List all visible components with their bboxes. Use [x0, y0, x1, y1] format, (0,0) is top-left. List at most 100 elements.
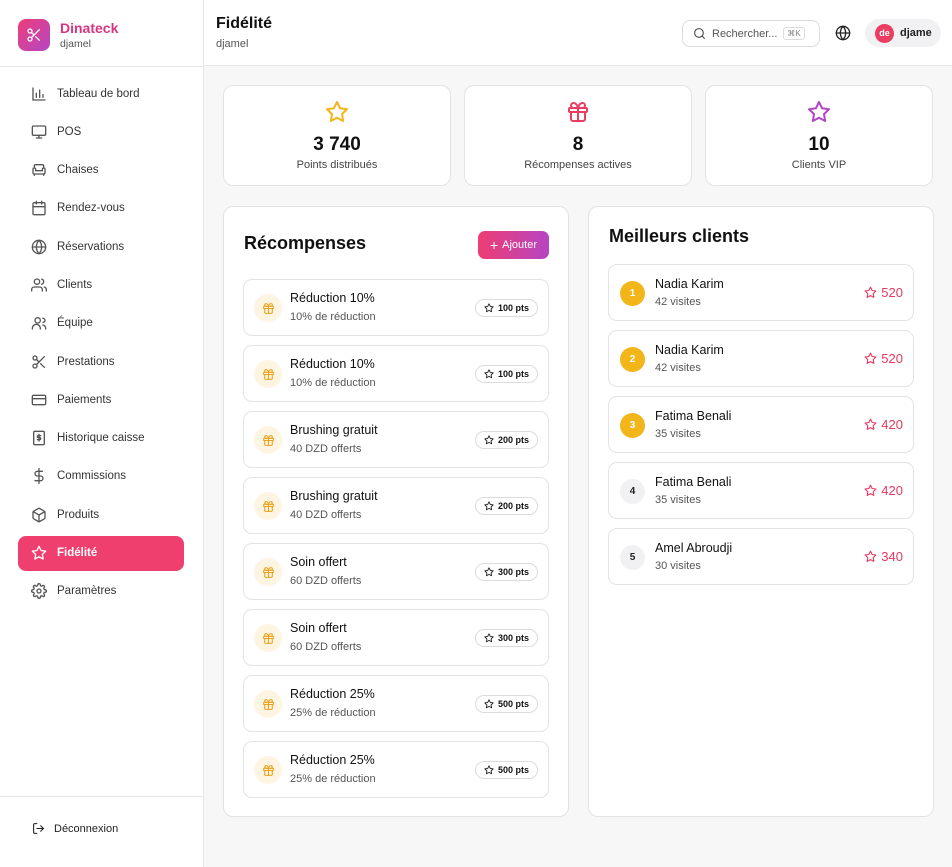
stat-card-rewards: 8 Récompenses actives [464, 85, 692, 186]
gift-icon [254, 690, 282, 718]
search-input[interactable]: Rechercher... ⌘K [682, 20, 820, 47]
rewards-title: Récompenses [244, 233, 367, 253]
reward-description: 25% de réduction [290, 707, 376, 719]
sidebar-item-label: Équipe [57, 317, 93, 330]
client-row[interactable]: 5 Amel Abroudji 30 visites 340 [608, 528, 914, 585]
user-name: djame [900, 27, 932, 39]
sidebar-item-commissions[interactable]: Commissions [18, 459, 184, 494]
client-visits: 30 visites [655, 560, 701, 572]
client-visits: 42 visites [655, 296, 701, 308]
client-row[interactable]: 3 Fatima Benali 35 visites 420 [608, 396, 914, 453]
sidebar-nav: Tableau de bord POS Chaises Rendez-vous … [18, 76, 184, 612]
sidebar-item-reservations[interactable]: Réservations [18, 229, 184, 264]
client-name: Nadia Karim [655, 343, 724, 357]
reward-card[interactable]: Réduction 10% 10% de réduction 100 pts [243, 345, 549, 402]
reward-name: Soin offert [290, 621, 347, 635]
globe-icon [31, 239, 47, 255]
sidebar-item-dashboard[interactable]: Tableau de bord [18, 76, 184, 111]
client-name: Fatima Benali [655, 409, 732, 423]
star-icon [484, 699, 494, 709]
reward-points-badge: 500 pts [474, 761, 538, 779]
star-icon [484, 435, 494, 445]
reward-card[interactable]: Réduction 10% 10% de réduction 100 pts [243, 279, 549, 336]
client-visits: 35 visites [655, 428, 701, 440]
sidebar-item-clients[interactable]: Clients [18, 267, 184, 302]
sidebar-item-chaises[interactable]: Chaises [18, 153, 184, 188]
brand[interactable]: Dinateck djamel [18, 19, 118, 51]
add-reward-button[interactable]: + Ajouter [478, 231, 549, 259]
client-points-value: 520 [881, 285, 903, 300]
client-row[interactable]: 2 Nadia Karim 42 visites 520 [608, 330, 914, 387]
credit-card-icon [31, 394, 47, 406]
reward-card[interactable]: Réduction 25% 25% de réduction 500 pts [243, 675, 549, 732]
sidebar-divider [0, 66, 204, 67]
globe-icon[interactable] [835, 25, 851, 41]
sidebar-item-pos[interactable]: POS [18, 114, 184, 149]
client-points-value: 520 [881, 351, 903, 366]
sidebar-item-label: POS [57, 125, 82, 138]
star-icon [484, 501, 494, 511]
stat-label: Points distribués [296, 159, 378, 171]
sidebar-item-fidelite[interactable]: Fidélité [18, 535, 184, 571]
scissors-icon [32, 354, 45, 369]
reward-card[interactable]: Soin offert 60 DZD offerts 300 pts [243, 543, 549, 600]
star-icon [326, 101, 348, 123]
reward-card[interactable]: Réduction 25% 25% de réduction 500 pts [243, 741, 549, 798]
reward-points-badge: 200 pts [474, 431, 538, 449]
sidebar-item-produits[interactable]: Produits [18, 497, 184, 532]
sidebar-item-historique-caisse[interactable]: Historique caisse [18, 421, 184, 456]
sidebar-item-paiements[interactable]: Paiements [18, 382, 184, 417]
search-icon [694, 28, 705, 39]
gift-icon [254, 756, 282, 784]
scissors-icon [18, 19, 50, 51]
user-group-icon [31, 317, 47, 330]
reward-points-badge: 500 pts [474, 695, 538, 713]
sidebar-item-label: Clients [57, 278, 93, 291]
star-icon [864, 418, 877, 430]
sidebar-item-rendez-vous[interactable]: Rendez-vous [18, 191, 184, 226]
logout-label: Déconnexion [54, 822, 119, 835]
gift-icon [254, 492, 282, 520]
star-icon [864, 352, 877, 364]
logout-button[interactable]: Déconnexion [32, 822, 118, 835]
client-points: 420 [864, 483, 903, 498]
client-name: Fatima Benali [655, 475, 732, 489]
gift-icon [254, 624, 282, 652]
brand-subtitle: djamel [60, 37, 91, 50]
box-icon [32, 507, 46, 523]
stat-value: 10 [808, 134, 830, 155]
reward-description: 10% de réduction [290, 311, 376, 323]
avatar: de [875, 23, 894, 43]
rank-badge: 5 [620, 545, 645, 570]
client-row[interactable]: 4 Fatima Benali 35 visites 420 [608, 462, 914, 519]
sidebar-item-label: Commissions [57, 470, 127, 483]
star-icon [484, 567, 494, 577]
rank-badge: 4 [620, 479, 645, 504]
reward-description: 40 DZD offerts [290, 509, 362, 521]
client-row[interactable]: 1 Nadia Karim 42 visites 520 [608, 264, 914, 321]
reward-points: 200 pts [497, 435, 529, 445]
star-icon [808, 101, 830, 123]
sidebar-item-label: Réservations [57, 240, 125, 253]
gift-icon [254, 558, 282, 586]
star-icon [864, 550, 877, 562]
sidebar-item-equipe[interactable]: Équipe [18, 306, 184, 341]
reward-points-badge: 100 pts [474, 365, 538, 383]
user-menu-button[interactable]: de djame [865, 19, 941, 47]
reward-points: 300 pts [497, 633, 529, 643]
reward-description: 60 DZD offerts [290, 575, 362, 587]
calendar-icon [32, 201, 46, 216]
sidebar-item-label: Paramètres [57, 585, 117, 598]
stat-value: 3 740 [313, 134, 361, 155]
client-visits: 35 visites [655, 494, 701, 506]
sidebar-item-parametres[interactable]: Paramètres [18, 574, 184, 609]
reward-name: Brushing gratuit [290, 489, 378, 503]
stat-card-vip: 10 Clients VIP [705, 85, 933, 186]
client-points-value: 420 [881, 483, 903, 498]
top-clients-panel: Meilleurs clients 1 Nadia Karim 42 visites… [588, 206, 934, 817]
reward-card[interactable]: Brushing gratuit 40 DZD offerts 200 pts [243, 411, 549, 468]
reward-card[interactable]: Brushing gratuit 40 DZD offerts 200 pts [243, 477, 549, 534]
sidebar-item-prestations[interactable]: Prestations [18, 344, 184, 379]
reward-card[interactable]: Soin offert 60 DZD offerts 300 pts [243, 609, 549, 666]
reward-points-badge: 300 pts [474, 629, 538, 647]
